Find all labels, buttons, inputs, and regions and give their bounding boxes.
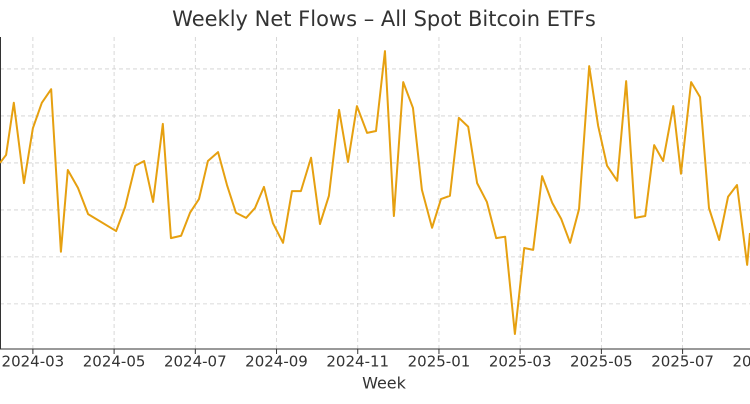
x-tick-label: 2024-03 (2, 353, 65, 371)
x-tick-label: 2025-01 (408, 353, 471, 371)
x-tick-label: 2025-05 (570, 353, 633, 371)
x-axis-label: Week (362, 374, 407, 393)
x-tick-label: 2024-07 (164, 353, 227, 371)
x-tick-label: 2025-03 (489, 353, 552, 371)
x-tick-label: 2025-07 (651, 353, 714, 371)
x-tick-label: 2024-09 (245, 353, 308, 371)
x-tick-label: 2025-09 (732, 353, 750, 371)
data-line (0, 50, 750, 335)
chart-title: Weekly Net Flows – All Spot Bitcoin ETFs (172, 7, 596, 31)
x-tick-label: 2024-11 (326, 353, 389, 371)
x-tick-label: 2024-05 (83, 353, 146, 371)
